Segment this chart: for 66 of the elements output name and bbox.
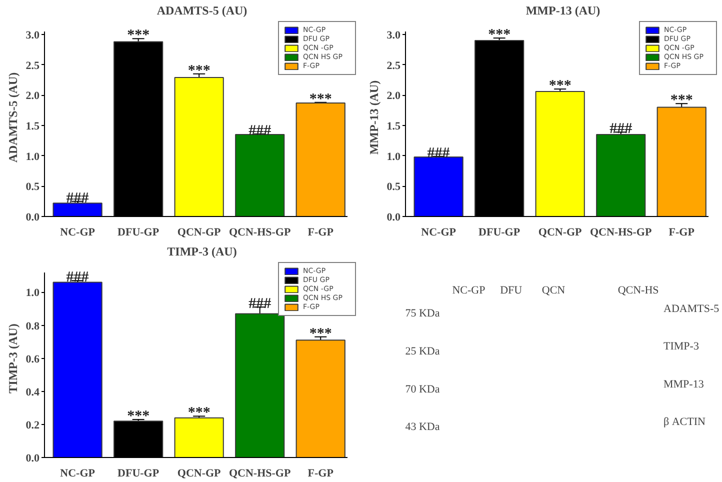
y-tick-label: 0.0: [26, 212, 40, 224]
category-label: NC-GP: [452, 284, 486, 297]
annotation: ###: [248, 296, 272, 312]
annotation: ***: [670, 92, 693, 109]
annotation: ***: [188, 62, 210, 79]
category-label: β ACTIN: [664, 416, 706, 428]
annotation: ###: [610, 121, 633, 138]
x-tick-label: QCN-HS-GP: [590, 226, 652, 238]
y-tick-label: 0.0: [26, 452, 40, 464]
x-tick-label: QCN-GP: [177, 468, 222, 480]
x-tick-label: F-GP: [308, 468, 334, 480]
y-tick-label: 0.6: [26, 353, 40, 366]
category-label: TIMP-3: [664, 340, 699, 353]
y-axis-title: MMP-13 (AU): [366, 80, 381, 155]
y-tick-label: 1.0: [26, 150, 40, 163]
y-tick-label: 2.5: [386, 60, 401, 72]
category-label: QCN: [542, 284, 566, 297]
y-tick-label: 0.4: [26, 386, 40, 398]
chart-title: TIMP-3 (AU): [167, 244, 237, 258]
y-tick-label: 2.5: [26, 60, 40, 72]
annotation: ***: [127, 28, 150, 44]
y-axis-title: ADAMTS-5 (AU): [6, 72, 20, 163]
y-axis-title: TIMP-3 (AU): [6, 324, 20, 394]
annotation: ###: [66, 270, 90, 286]
annotation: ***: [548, 78, 572, 94]
x-tick-label: DFU-GP: [118, 468, 160, 480]
y-tick-label: 1.5: [26, 120, 40, 132]
annotation: ***: [188, 405, 210, 422]
category-label: 25 KDa: [405, 346, 440, 358]
y-tick-label: 3.0: [386, 29, 401, 42]
x-tick-label: QCN-HS-GP: [228, 468, 291, 480]
annotation: ***: [127, 408, 150, 424]
x-tick-label: NC-GP: [60, 226, 96, 238]
annotation: ***: [309, 91, 332, 108]
category-label: MMP-13: [664, 378, 704, 390]
y-tick-label: 0.5: [386, 181, 401, 194]
x-tick-label: DFU-GP: [478, 226, 520, 238]
x-tick-label: QCN-GP: [538, 226, 582, 238]
y-tick-label: 1.0: [386, 150, 401, 163]
category-label: QCN-HS: [618, 284, 659, 297]
chart-title: MMP-13 (AU): [526, 4, 600, 18]
y-tick-label: 2.0: [386, 90, 401, 102]
x-tick-label: NC-GP: [60, 468, 96, 480]
x-tick-label: DFU-GP: [118, 226, 160, 238]
y-tick-label: 1.0: [26, 287, 40, 300]
y-tick-label: 1.5: [386, 120, 401, 132]
annotation: ***: [309, 326, 332, 342]
y-tick-label: 0.8: [26, 320, 40, 332]
x-tick-label: QCN-GP: [177, 226, 222, 238]
chart-title: ADAMTS-5 (AU): [156, 4, 248, 18]
x-tick-label: F-GP: [308, 226, 334, 238]
category-label: 43 KDa: [405, 421, 440, 434]
annotation: ###: [66, 190, 90, 206]
x-tick-label: F-GP: [668, 226, 695, 238]
category-label: 75 KDa: [405, 308, 440, 320]
x-tick-label: NC-GP: [421, 226, 456, 238]
category-label: DFU: [500, 284, 522, 297]
y-tick-label: 2.0: [26, 90, 40, 102]
y-tick-label: 3.0: [26, 29, 40, 42]
annotation: ***: [488, 27, 511, 44]
y-tick-label: 0.5: [26, 181, 40, 194]
y-tick-label: 0.2: [26, 419, 40, 432]
category-label: ADAMTS-5: [664, 302, 720, 315]
category-label: 70 KDa: [405, 383, 440, 396]
y-tick-label: 0.0: [386, 212, 401, 224]
x-tick-label: QCN-HS-GP: [228, 226, 291, 238]
